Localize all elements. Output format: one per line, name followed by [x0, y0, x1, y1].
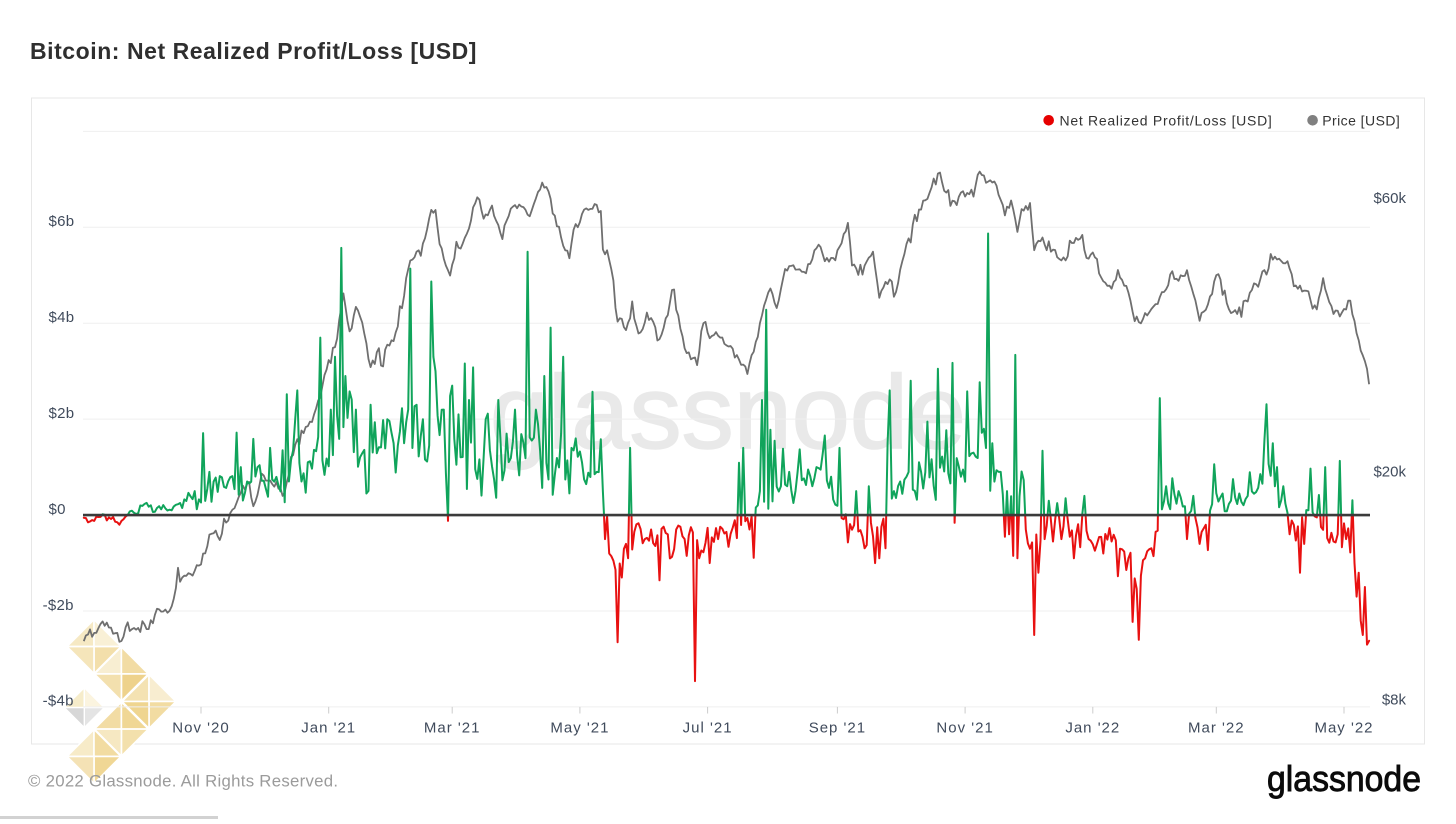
svg-text:glassnode: glassnode: [1267, 758, 1421, 799]
svg-text:Jan '22: Jan '22: [1065, 719, 1120, 736]
svg-text:$2b: $2b: [49, 405, 75, 422]
svg-text:May '21: May '21: [550, 719, 609, 736]
svg-text:Bitcoin: Net Realized Profit/L: Bitcoin: Net Realized Profit/Loss [USD]: [30, 38, 477, 64]
svg-text:$60k: $60k: [1373, 190, 1406, 207]
svg-text:Mar '22: Mar '22: [1188, 719, 1245, 736]
svg-text:$6b: $6b: [49, 213, 75, 230]
svg-text:May '22: May '22: [1314, 719, 1373, 736]
svg-text:$20k: $20k: [1373, 463, 1406, 480]
svg-text:-$4b: -$4b: [43, 693, 74, 710]
svg-text:Nov '20: Nov '20: [172, 719, 229, 736]
svg-text:$8k: $8k: [1382, 691, 1407, 708]
svg-text:-$2b: -$2b: [43, 597, 74, 614]
svg-text:$4b: $4b: [49, 309, 75, 326]
svg-text:Mar '21: Mar '21: [424, 719, 481, 736]
svg-text:© 2022 Glassnode. All Rights R: © 2022 Glassnode. All Rights Reserved.: [28, 772, 338, 791]
svg-text:Jul '21: Jul '21: [683, 719, 733, 736]
svg-text:Nov '21: Nov '21: [936, 719, 993, 736]
svg-text:Price [USD]: Price [USD]: [1322, 113, 1400, 129]
svg-text:Jan '21: Jan '21: [301, 719, 356, 736]
svg-text:Sep '21: Sep '21: [809, 719, 866, 736]
svg-text:Net Realized Profit/Loss [USD]: Net Realized Profit/Loss [USD]: [1060, 113, 1273, 129]
svg-text:$0: $0: [49, 501, 66, 518]
